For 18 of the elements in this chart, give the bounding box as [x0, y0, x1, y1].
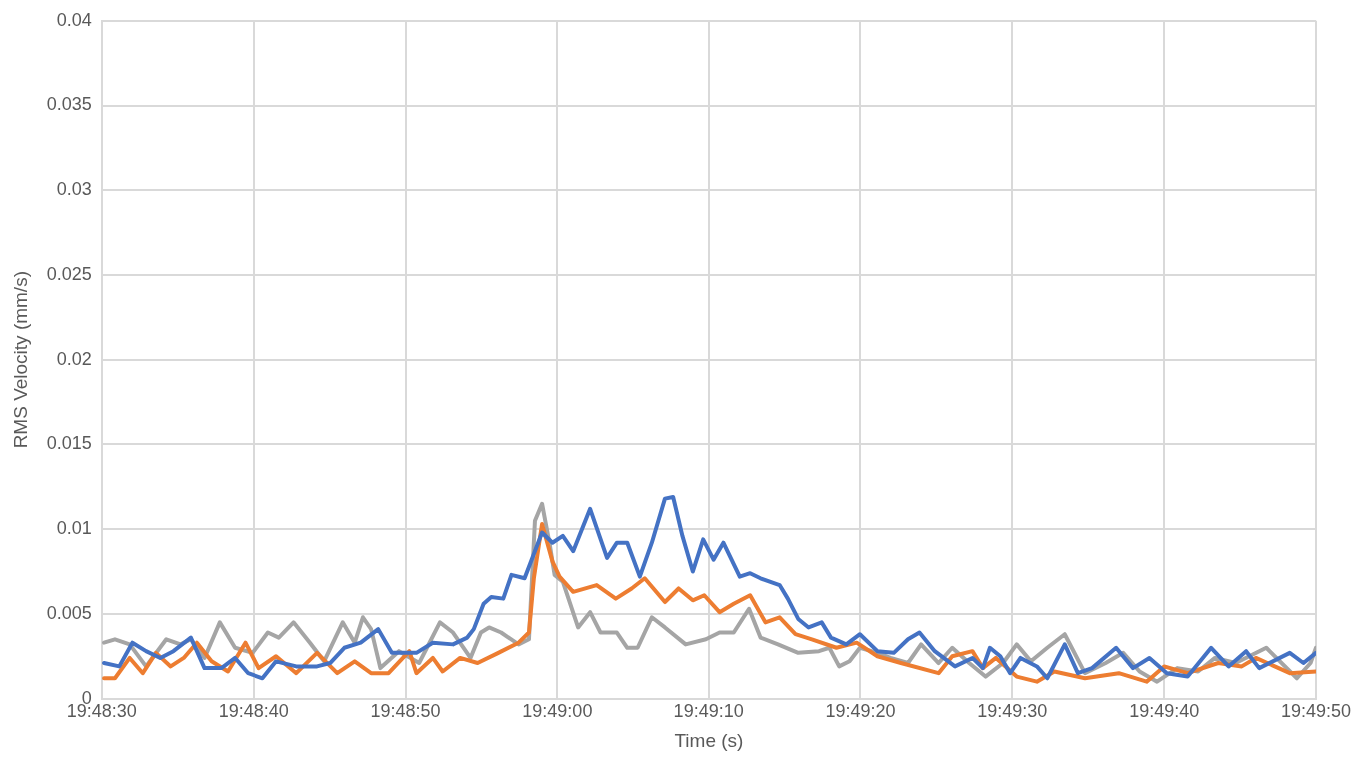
- x-tick-label: 19:48:40: [218, 701, 289, 722]
- y-tick-label: 0.005: [46, 602, 92, 623]
- y-tick-label: 0.025: [46, 263, 92, 284]
- x-axis-title: Time (s): [674, 729, 744, 751]
- y-tick-label: 0.01: [56, 518, 92, 539]
- x-tick-label: 19:49:10: [673, 701, 744, 722]
- y-tick-label: 0.015: [46, 433, 92, 454]
- x-tick-label: 19:49:20: [825, 701, 896, 722]
- x-tick-label: 19:49:00: [522, 701, 593, 722]
- y-tick-label: 0.035: [46, 94, 92, 115]
- y-tick-label: 0.04: [56, 9, 92, 30]
- x-tick-label: 19:49:40: [1129, 701, 1200, 722]
- x-tick-label: 19:49:30: [977, 701, 1048, 722]
- x-tick-label: 19:48:50: [370, 701, 441, 722]
- y-axis-title: RMS Velocity (mm/s): [9, 271, 31, 449]
- y-tick-label: 0.02: [56, 348, 92, 369]
- x-tick-label: 19:49:50: [1280, 701, 1352, 722]
- y-tick-label: 0.03: [56, 179, 92, 200]
